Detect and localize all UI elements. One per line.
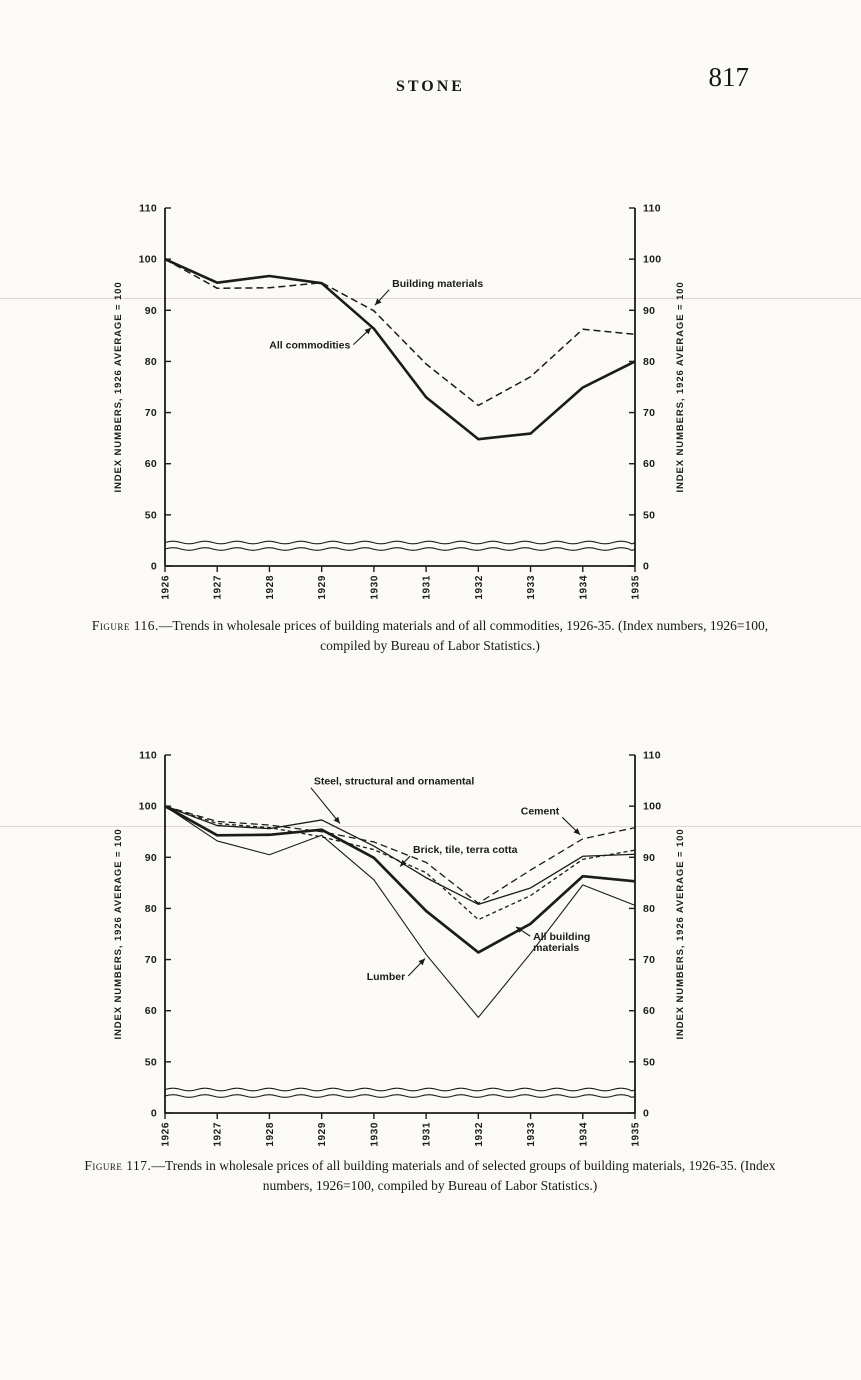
- svg-text:1933: 1933: [526, 1122, 537, 1147]
- annotation-arrow: [407, 958, 426, 977]
- series-label: All building materials: [533, 931, 590, 954]
- figure-116-label: Figure 116.: [91, 618, 159, 633]
- svg-text:80: 80: [145, 903, 157, 915]
- series-steel-structural-and-ornamental: [164, 805, 636, 905]
- svg-text:90: 90: [145, 852, 157, 864]
- page-number: 817: [708, 62, 750, 92]
- scale-break-squiggle: [164, 1094, 636, 1098]
- scale-break-squiggle: [164, 540, 636, 545]
- series-lines: [164, 804, 636, 1018]
- svg-text:80: 80: [145, 356, 157, 368]
- svg-text:1928: 1928: [265, 575, 276, 600]
- series-label: Cement: [521, 805, 560, 817]
- svg-text:50: 50: [145, 509, 157, 521]
- svg-text:50: 50: [643, 1056, 655, 1068]
- series-all-building-materials: [164, 804, 636, 954]
- svg-text:1934: 1934: [578, 1122, 589, 1147]
- series-label: All commodities: [269, 340, 350, 352]
- svg-text:0: 0: [151, 561, 157, 573]
- scan-artifact-line: [0, 826, 861, 827]
- svg-text:INDEX NUMBERS, 1926 AVERAGE =: INDEX NUMBERS, 1926 AVERAGE = 100: [113, 828, 124, 1039]
- svg-text:1927: 1927: [213, 575, 224, 600]
- annotation-arrow: [374, 289, 390, 306]
- series-all-commodities: [164, 257, 636, 441]
- svg-text:70: 70: [145, 407, 157, 419]
- series-label: Building materials: [392, 278, 483, 290]
- svg-text:90: 90: [643, 852, 655, 864]
- annotations: Building materials All commodities: [269, 278, 483, 352]
- svg-text:1927: 1927: [213, 1122, 224, 1147]
- series-lines: [164, 257, 636, 441]
- svg-text:1929: 1929: [317, 1122, 328, 1147]
- figure-117-label: Figure 117.: [84, 1158, 152, 1173]
- svg-text:0: 0: [643, 561, 649, 573]
- svg-text:1932: 1932: [474, 575, 485, 600]
- svg-text:50: 50: [643, 509, 655, 521]
- svg-text:INDEX NUMBERS, 1926 AVERAGE =: INDEX NUMBERS, 1926 AVERAGE = 100: [675, 828, 686, 1039]
- series-label: Lumber: [367, 971, 406, 983]
- svg-text:INDEX NUMBERS, 1926 AVERAGE =: INDEX NUMBERS, 1926 AVERAGE = 100: [113, 281, 124, 492]
- svg-text:100: 100: [139, 801, 157, 813]
- scan-artifact-line: [0, 298, 861, 299]
- annotation-arrow: [353, 327, 372, 346]
- svg-text:1928: 1928: [265, 1122, 276, 1147]
- figure-116-caption: Figure 116.—Trends in wholesale prices o…: [80, 616, 780, 655]
- svg-text:1935: 1935: [631, 575, 642, 600]
- annotation-arrow: [399, 855, 411, 867]
- series-cement: [164, 805, 636, 904]
- svg-text:0: 0: [151, 1108, 157, 1120]
- scale-break-squiggle: [164, 547, 636, 551]
- svg-text:1931: 1931: [422, 575, 433, 600]
- svg-text:80: 80: [643, 903, 655, 915]
- svg-text:0: 0: [643, 1108, 649, 1120]
- svg-text:100: 100: [139, 254, 157, 266]
- svg-text:INDEX NUMBERS, 1926 AVERAGE =: INDEX NUMBERS, 1926 AVERAGE = 100: [675, 281, 686, 492]
- figure-117-chart: 110 110 100 100 90 90 80 80 70 70 60 60 50 50 0 0 1926 19…: [113, 750, 686, 1147]
- series-brick-tile-terra-cotta: [164, 805, 636, 921]
- annotation-arrow: [310, 787, 341, 824]
- series-label: Brick, tile, terra cotta: [413, 844, 518, 856]
- svg-text:110: 110: [139, 750, 157, 762]
- svg-text:1934: 1934: [578, 575, 589, 600]
- annotation-arrow: [561, 816, 581, 836]
- svg-text:1926: 1926: [161, 1122, 172, 1147]
- svg-text:70: 70: [643, 407, 655, 419]
- annotation-arrow: [515, 926, 531, 937]
- svg-text:110: 110: [643, 750, 661, 762]
- svg-text:60: 60: [643, 458, 655, 470]
- axes: 110 110 100 100 90 90 80 80 70 70 60 60 50 50 0 0 1926 19…: [113, 203, 686, 600]
- series-label: Steel, structural and ornamental: [314, 776, 475, 788]
- series-lumber: [164, 805, 636, 1018]
- svg-text:60: 60: [643, 1005, 655, 1017]
- svg-text:100: 100: [643, 254, 661, 266]
- axes: 110 110 100 100 90 90 80 80 70 70 60 60 50 50 0 0 1926 19…: [113, 750, 686, 1147]
- scale-break-squiggle: [164, 1087, 636, 1092]
- svg-text:1933: 1933: [526, 575, 537, 600]
- svg-text:90: 90: [145, 305, 157, 317]
- svg-text:1926: 1926: [161, 575, 172, 600]
- svg-text:60: 60: [145, 458, 157, 470]
- svg-text:110: 110: [139, 203, 157, 215]
- svg-text:1935: 1935: [631, 1122, 642, 1147]
- figure-116-chart: 110 110 100 100 90 90 80 80 70 70 60 60 50 50 0 0 1926 19…: [113, 203, 686, 600]
- svg-text:1929: 1929: [317, 575, 328, 600]
- figure-117-caption: Figure 117.—Trends in wholesale prices o…: [68, 1156, 792, 1195]
- figure-117-caption-text: —Trends in wholesale prices of all build…: [151, 1158, 776, 1193]
- annotations: Steel, structural and ornamental Cement Br…: [310, 776, 590, 983]
- svg-text:1930: 1930: [369, 1122, 380, 1147]
- svg-text:70: 70: [145, 954, 157, 966]
- svg-text:50: 50: [145, 1056, 157, 1068]
- svg-text:100: 100: [643, 801, 661, 813]
- svg-text:1932: 1932: [474, 1122, 485, 1147]
- svg-text:1931: 1931: [422, 1122, 433, 1147]
- svg-text:1930: 1930: [369, 575, 380, 600]
- svg-text:70: 70: [643, 954, 655, 966]
- svg-text:80: 80: [643, 356, 655, 368]
- svg-text:110: 110: [643, 203, 661, 215]
- figure-116-caption-text: —Trends in wholesale prices of building …: [158, 618, 769, 653]
- page-title: STONE: [396, 78, 465, 95]
- svg-text:60: 60: [145, 1005, 157, 1017]
- svg-text:90: 90: [643, 305, 655, 317]
